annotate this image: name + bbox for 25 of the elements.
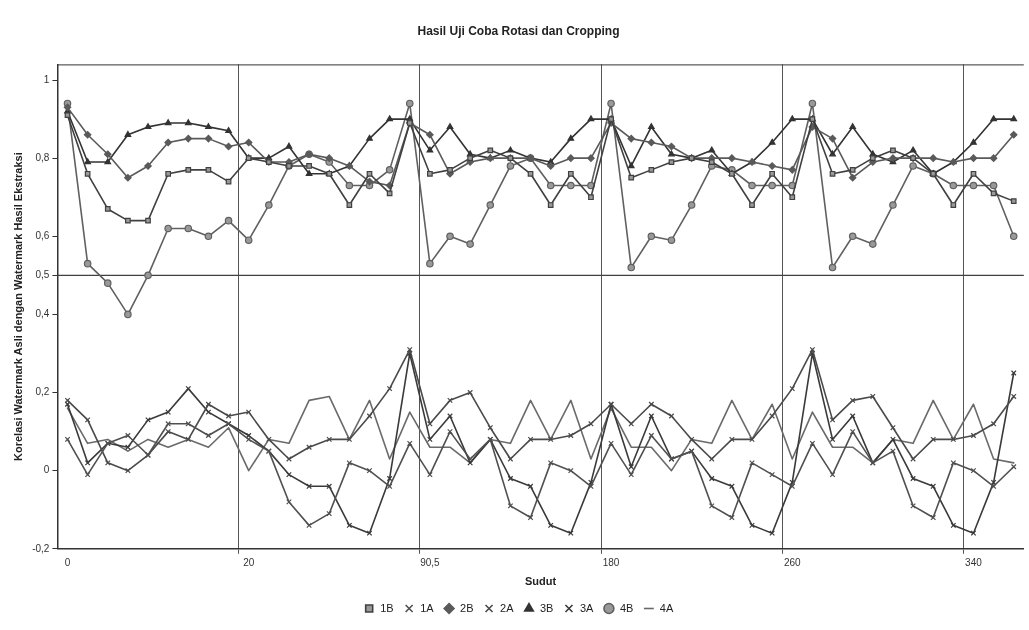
legend-label: 4B bbox=[619, 601, 634, 614]
y-tick-label: 0,6 bbox=[35, 230, 50, 242]
y-axis-title: Korelasi Watermark Asli dengan Watermark Hasil Ekstraksi bbox=[11, 152, 24, 461]
legend-label: 1A bbox=[420, 601, 435, 614]
legend-label: 2B bbox=[460, 601, 474, 614]
legend-label: 3A bbox=[579, 601, 595, 614]
legend-label: 2A bbox=[500, 601, 515, 614]
y-tick-label: 0,8 bbox=[35, 151, 50, 163]
y-tick-label: 0,2 bbox=[35, 386, 50, 398]
legend-label: 4A bbox=[659, 601, 674, 614]
x-tick-label: 0 bbox=[64, 556, 71, 568]
legend-label: 3B bbox=[540, 601, 554, 614]
x-tick-label: 20 bbox=[243, 556, 255, 568]
x-tick-label: 180 bbox=[602, 556, 620, 568]
x-tick-label: 260 bbox=[783, 556, 802, 568]
x-tick-label: 340 bbox=[965, 556, 983, 568]
x-tick-label: 90,5 bbox=[420, 556, 441, 568]
y-tick-label: 1 bbox=[43, 73, 50, 85]
y-tick-label: 0,4 bbox=[35, 308, 50, 320]
y-tick-label: -0,2 bbox=[32, 542, 50, 554]
y-tick-label: 0,5 bbox=[35, 269, 50, 281]
chart-title: Hasil Uji Coba Rotasi dan Cropping bbox=[417, 23, 620, 38]
x-axis-title: Sudut bbox=[525, 575, 557, 588]
legend-label: 1B bbox=[380, 601, 394, 614]
y-tick-label: 0 bbox=[43, 464, 50, 476]
